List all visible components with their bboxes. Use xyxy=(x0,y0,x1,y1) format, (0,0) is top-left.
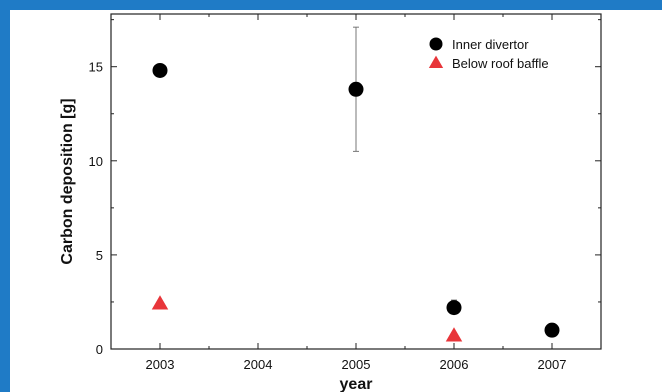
below-roof-baffle-point xyxy=(151,295,169,310)
x-axis-title: year xyxy=(340,376,373,392)
x-tick-label: 2004 xyxy=(244,357,273,372)
inner-divertor-point xyxy=(446,300,462,316)
y-tick-label: 5 xyxy=(96,248,103,263)
below-roof-baffle-point xyxy=(445,327,463,342)
legend-label: Below roof baffle xyxy=(452,56,549,71)
y-tick-label: 0 xyxy=(96,342,103,357)
x-tick-label: 2006 xyxy=(440,357,469,372)
inner-divertor-point xyxy=(544,322,560,338)
inner-divertor-point xyxy=(152,62,168,78)
y-axis-title: Carbon deposition [g] xyxy=(59,98,76,264)
x-tick-label: 2003 xyxy=(146,357,175,372)
legend: Inner divertor Below roof baffle xyxy=(428,37,549,71)
x-tick-label: 2005 xyxy=(342,357,371,372)
y-tick-label: 15 xyxy=(89,60,103,75)
scatter-chart: 2003 2004 2005 2006 2007 0 5 10 15 year Carbon … xyxy=(59,13,602,392)
legend-triangle-marker xyxy=(428,55,444,68)
y-tick-label: 10 xyxy=(89,154,103,169)
legend-circle-marker xyxy=(429,37,443,51)
legend-label: Inner divertor xyxy=(452,37,529,52)
x-tick-label: 2007 xyxy=(538,357,567,372)
inner-divertor-point xyxy=(348,81,364,97)
chart-panel: 2003 2004 2005 2006 2007 0 5 10 15 year Carbon … xyxy=(10,10,662,392)
